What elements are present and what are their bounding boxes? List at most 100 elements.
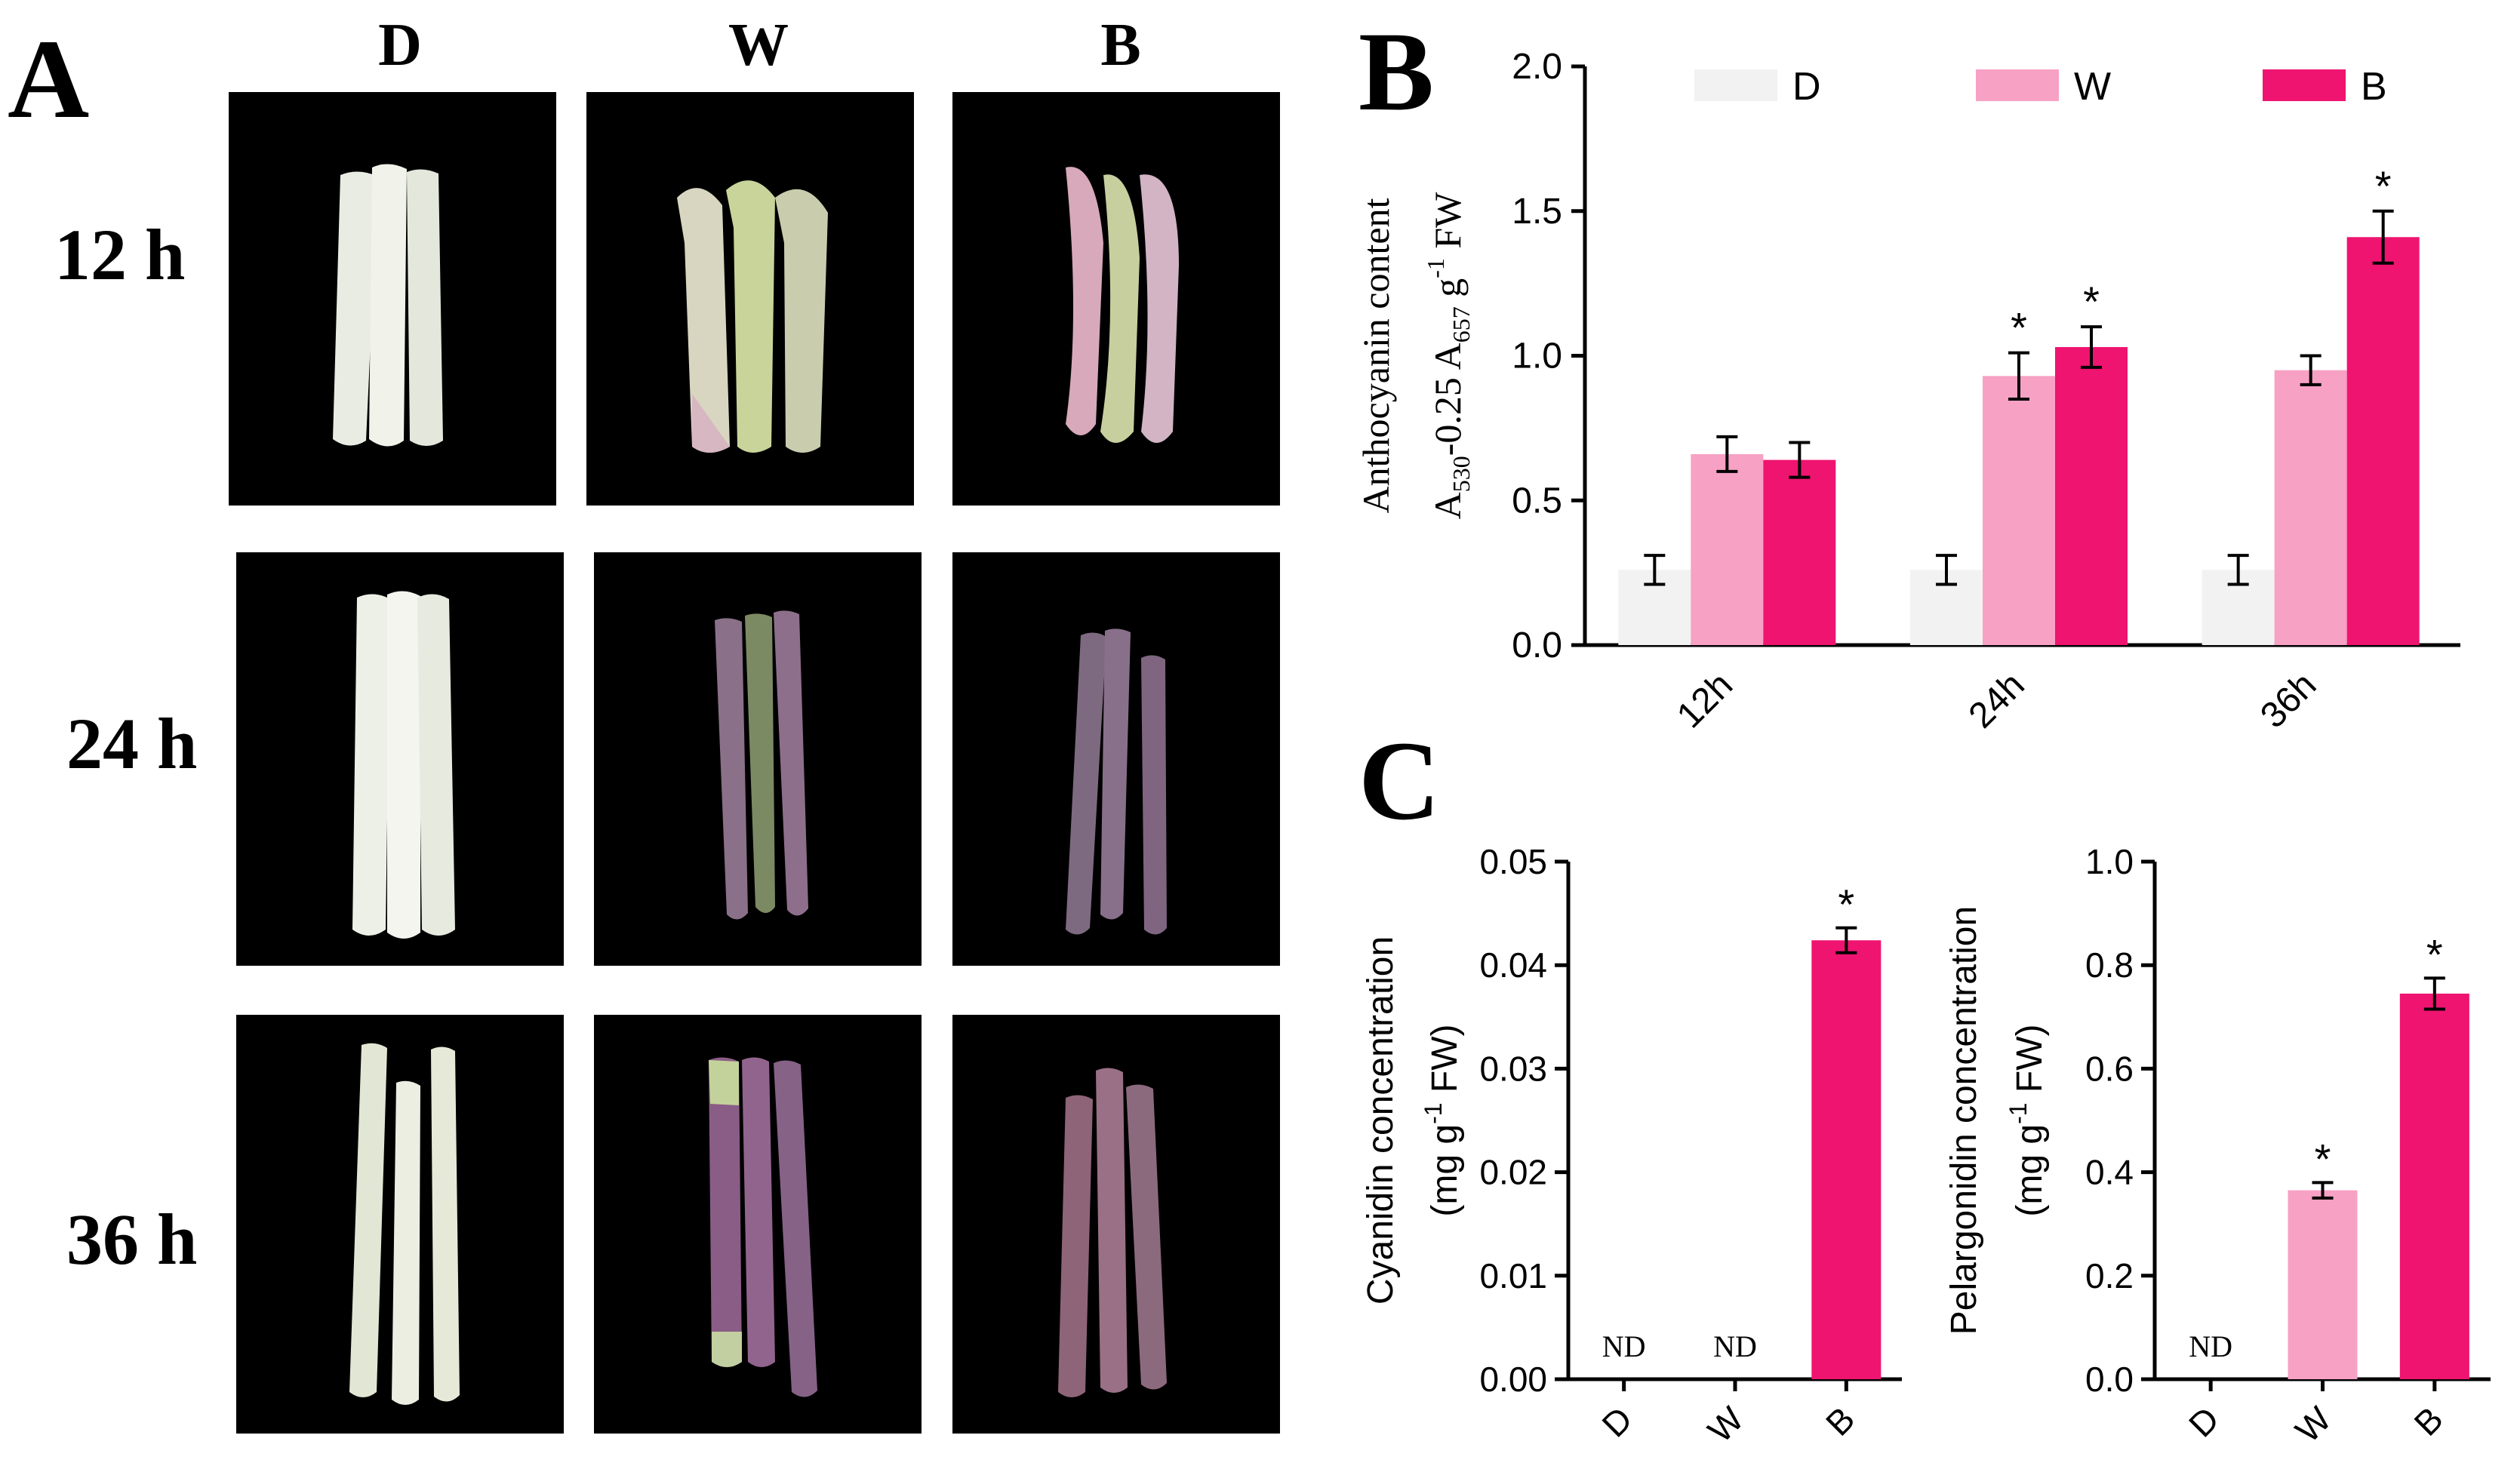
photo-d-36h [236, 1015, 564, 1434]
y-axis-label-part: FW) [1425, 1024, 1465, 1102]
y-axis-label-part: (mg g [1425, 1124, 1465, 1217]
bar-W [2288, 1190, 2358, 1379]
y-axis-label-c1-units: (mg g-1 FW) [1420, 1024, 1465, 1216]
y-tick-label-c1: 0.05 [1479, 842, 1547, 881]
error-bar-B-24h [2081, 325, 2102, 369]
panel-label-c: C [1358, 718, 1441, 844]
x-tick-label-c1: W [1700, 1399, 1752, 1450]
significance-marker: * [2375, 162, 2392, 210]
stem-illustration [1058, 1068, 1167, 1397]
stem-illustration [349, 1043, 460, 1405]
bar-W-24h [1983, 376, 2055, 645]
stem-illustration [352, 591, 455, 939]
y-tick-label-c1: 0.03 [1479, 1049, 1547, 1088]
column-label-b: B [1100, 12, 1141, 78]
y-tick-label-b: 1.5 [1512, 192, 1562, 232]
y-tick-label-c2: 0.2 [2085, 1256, 2134, 1295]
y-axis-label-part: -1 [1422, 258, 1449, 278]
bar-W-36h [2274, 370, 2347, 645]
photo-w-24h [594, 552, 922, 966]
photo-b-24h [952, 552, 1280, 966]
error-bar-D-12h [1644, 554, 1666, 586]
y-tick-label-c2: 0.4 [2085, 1153, 2134, 1192]
stem-illustration [333, 164, 443, 447]
legend-swatch-D [1694, 69, 1777, 101]
y-axis-label-c1: Cyanidin concentration [1361, 936, 1401, 1305]
y-tick-label-c2: 0.6 [2085, 1049, 2134, 1088]
panel-label-b: B [1358, 9, 1435, 134]
column-label-d: D [378, 12, 422, 78]
legend-label-D: D [1792, 65, 1821, 109]
error-bar-W-36h [2300, 354, 2322, 386]
y-tick-label-c1: 0.04 [1479, 945, 1547, 985]
stem-illustration [715, 610, 808, 920]
bar-B [1811, 940, 1882, 1379]
error-bar-W-24h [2008, 351, 2029, 401]
photo-w-12h [586, 92, 914, 506]
y-tick-label-c2: 1.0 [2085, 842, 2134, 881]
x-tick-label-b: 12h [1669, 665, 1740, 736]
error-bar-D-24h [1936, 554, 1957, 586]
y-tick-label-b: 0.5 [1512, 481, 1562, 521]
stem-illustration [677, 180, 828, 453]
x-tick-label-c2: W [2288, 1399, 2339, 1450]
photo-w-36h [594, 1015, 922, 1434]
y-tick-label-c1: 0.02 [1479, 1153, 1547, 1192]
x-tick-label-c1: B [1818, 1399, 1862, 1443]
y-axis-label-part: -1 [2005, 1102, 2032, 1123]
y-axis-label-part: 530 [1448, 456, 1475, 492]
y-tick-label-b: 0.0 [1512, 625, 1562, 665]
error-bar-B-36h [2372, 209, 2394, 265]
bar-B [2399, 993, 2469, 1379]
y-axis-label-part: g [1426, 278, 1469, 307]
x-tick-label-c1: D [1594, 1399, 1639, 1444]
row-label-36h: 36 h [66, 1199, 198, 1280]
bar-B-12h [1763, 459, 1836, 645]
y-axis-label-b-units: A530-0.25 A657 g-1 FW [1422, 192, 1475, 520]
y-axis-label-part: (mg g [2010, 1124, 2050, 1217]
y-axis-label-part: FW) [2010, 1024, 2050, 1102]
bar-B-24h [2055, 346, 2128, 645]
legend-swatch-B [2263, 69, 2346, 101]
y-tick-label-b: 2.0 [1512, 47, 1562, 87]
significance-marker: * [2426, 930, 2443, 978]
significance-marker: * [2083, 278, 2100, 325]
nd-label-D: ND [1602, 1329, 1646, 1363]
nd-label-D: ND [2189, 1329, 2232, 1363]
y-tick-label-c1: 0.01 [1479, 1256, 1547, 1295]
x-tick-label-b: 24h [1962, 665, 2032, 736]
row-label-12h: 12 h [54, 214, 186, 295]
error-bar-B [2423, 976, 2445, 1011]
error-bar-B [1835, 926, 1857, 954]
legend-label-B: B [2361, 65, 2387, 109]
photo-d-12h [229, 92, 556, 506]
y-tick-label-c2: 0.8 [2085, 945, 2134, 985]
photo-b-12h [952, 92, 1280, 506]
column-label-w: W [728, 12, 789, 78]
error-bar-B-12h [1789, 441, 1811, 479]
y-axis-label-part: -0.25 A [1426, 343, 1469, 456]
x-tick-label-c2: B [2406, 1399, 2450, 1443]
y-tick-label-c2: 0.0 [2085, 1360, 2134, 1399]
significance-marker: * [2315, 1135, 2331, 1182]
error-bar-D-36h [2227, 554, 2249, 586]
stem-illustration [1066, 628, 1167, 935]
y-tick-label-b: 1.0 [1512, 337, 1562, 376]
x-tick-label-c2: D [2181, 1399, 2226, 1444]
y-axis-label-part: A [1426, 492, 1469, 519]
nd-label-W: ND [1713, 1329, 1757, 1363]
bar-B-36h [2346, 237, 2420, 645]
error-bar-W [2312, 1181, 2334, 1200]
x-tick-label-b: 36h [2253, 665, 2324, 736]
legend-swatch-W [1976, 69, 2059, 101]
bar-W-12h [1691, 453, 1764, 645]
panel-label-a: A [8, 17, 90, 142]
row-label-24h: 24 h [66, 703, 198, 784]
significance-marker: * [1838, 880, 1854, 928]
error-bar-W-12h [1716, 435, 1738, 473]
y-axis-label-c2-units: (mg g-1 FW) [2005, 1024, 2050, 1216]
photo-d-24h [236, 552, 564, 966]
y-axis-label-part: -1 [1420, 1102, 1447, 1123]
